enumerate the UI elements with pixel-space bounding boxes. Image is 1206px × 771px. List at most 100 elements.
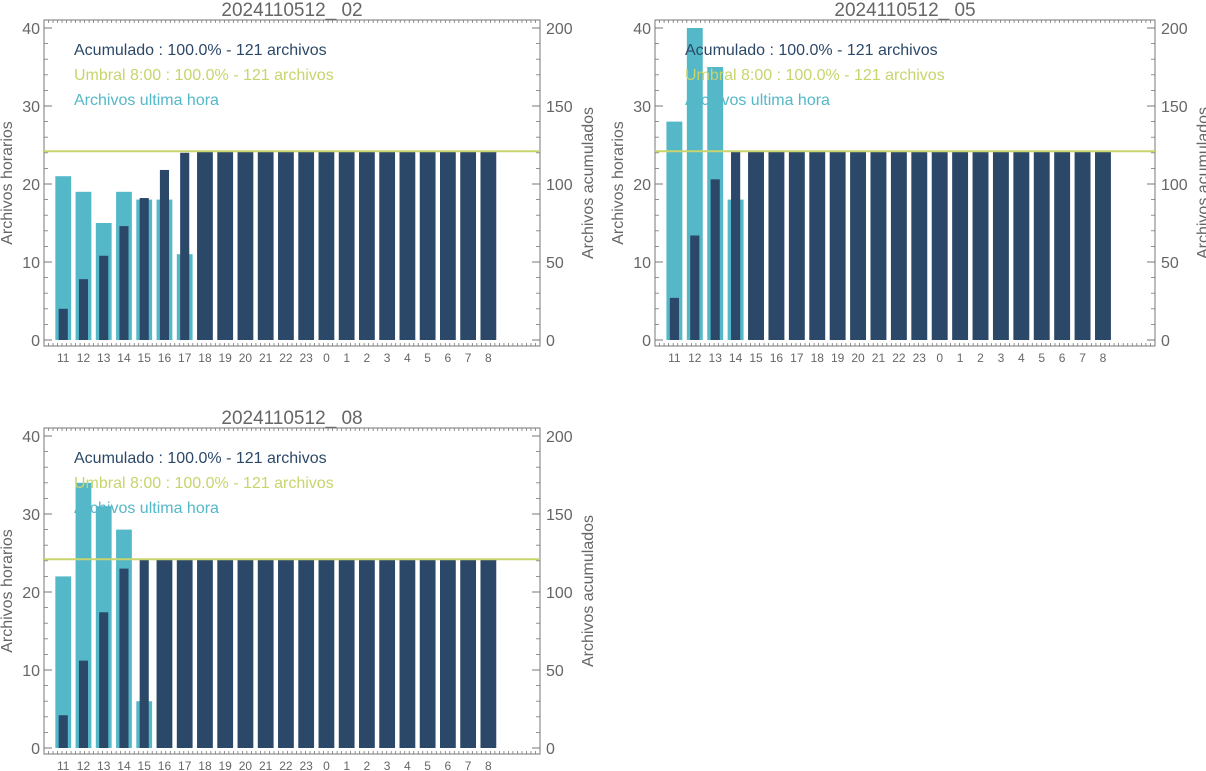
bar-cumulative: [197, 559, 213, 748]
y2-tick-label: 100: [1161, 177, 1188, 194]
x-tick-label: 19: [219, 759, 233, 771]
bar-cumulative: [731, 151, 741, 340]
bar-cumulative: [58, 308, 68, 340]
y2-axis-label: Archivos acumulados: [580, 515, 597, 667]
x-tick-label: 15: [138, 759, 152, 771]
x-tick-label: 20: [239, 759, 253, 771]
bar-cumulative: [788, 151, 805, 340]
bar-cumulative: [399, 151, 416, 340]
y-tick-label: 30: [22, 99, 40, 116]
bar-cumulative: [669, 297, 679, 340]
bar-cumulative: [119, 568, 129, 748]
bar-cumulative: [992, 151, 1009, 340]
bar-cumulative: [850, 151, 867, 340]
y-tick-label: 10: [633, 255, 651, 272]
bar-cumulative: [58, 715, 68, 748]
bar-cumulative: [379, 151, 396, 340]
bar-cumulative: [710, 179, 720, 340]
y2-tick-label: 200: [1161, 21, 1188, 38]
bar-cumulative: [359, 151, 375, 340]
x-tick-label: 1: [957, 351, 964, 365]
x-tick-label: 11: [57, 351, 70, 365]
y-tick-label: 0: [31, 333, 40, 350]
bar-cumulative: [419, 559, 436, 748]
x-tick-label: 0: [323, 759, 330, 771]
x-tick-label: 14: [729, 351, 743, 365]
x-tick-label: 8: [485, 351, 492, 365]
x-tick-label: 12: [688, 351, 702, 365]
bar-cumulative: [460, 151, 477, 340]
y2-tick-label: 150: [546, 99, 573, 116]
bar-cumulative: [768, 151, 785, 340]
x-tick-label: 20: [851, 351, 865, 365]
bar-cumulative: [419, 151, 436, 340]
y2-tick-label: 0: [1161, 333, 1170, 350]
bar-cumulative: [1074, 151, 1091, 340]
x-tick-label: 6: [1059, 351, 1066, 365]
bar-cumulative: [1033, 151, 1050, 340]
x-tick-label: 23: [299, 759, 313, 771]
y-tick-label: 30: [22, 507, 40, 524]
bar-cumulative: [870, 151, 887, 340]
x-tick-label: 4: [404, 351, 411, 365]
bar-cumulative: [1013, 151, 1030, 340]
legend-entry: Acumulado : 100.0% - 121 archivos: [74, 450, 327, 467]
y-tick-label: 20: [633, 177, 651, 194]
bar-cumulative: [911, 151, 928, 340]
x-tick-label: 8: [1100, 351, 1107, 365]
bar-cumulative: [99, 612, 109, 748]
y2-axis-label: Archivos acumulados: [1195, 107, 1206, 259]
x-tick-label: 20: [239, 351, 253, 365]
y-tick-label: 10: [22, 255, 40, 272]
bar-cumulative: [379, 559, 396, 748]
y-axis-label: Archivos horarios: [0, 121, 16, 245]
x-tick-label: 17: [790, 351, 804, 365]
y-tick-label: 20: [22, 585, 40, 602]
bar-cumulative: [197, 151, 213, 340]
bar-cumulative: [318, 151, 335, 340]
x-tick-label: 6: [445, 351, 452, 365]
x-tick-label: 13: [709, 351, 723, 365]
bar-cumulative: [480, 151, 497, 340]
chart-title: 2024110512_ 08: [221, 408, 362, 429]
y2-tick-label: 200: [546, 21, 573, 38]
bar-cumulative: [690, 235, 700, 340]
bar-cumulative: [829, 151, 846, 340]
bar-cumulative: [1095, 151, 1111, 340]
y-tick-label: 40: [22, 429, 40, 446]
x-tick-label: 17: [178, 351, 192, 365]
y2-tick-label: 150: [1161, 99, 1188, 116]
x-tick-label: 13: [97, 351, 111, 365]
legend-entry: Umbral 8:00 : 100.0% - 121 archivos: [685, 67, 945, 84]
y2-tick-label: 200: [546, 429, 573, 446]
x-tick-label: 2: [364, 351, 371, 365]
bar-cumulative: [318, 559, 335, 748]
bar-cumulative: [78, 279, 89, 340]
bar-cumulative: [952, 151, 969, 340]
x-tick-label: 14: [117, 351, 131, 365]
x-tick-label: 3: [384, 351, 391, 365]
bar-cumulative: [1054, 151, 1071, 340]
x-tick-label: 17: [178, 759, 192, 771]
bar-cumulative: [139, 198, 149, 340]
bar-hourly: [55, 176, 72, 340]
y-tick-label: 40: [633, 21, 651, 38]
x-tick-label: 16: [158, 759, 172, 771]
bar-hourly: [55, 576, 72, 748]
y2-tick-label: 150: [546, 507, 573, 524]
bar-cumulative: [156, 559, 173, 748]
bar-cumulative: [931, 151, 948, 340]
x-tick-label: 8: [485, 759, 492, 771]
bar-cumulative: [278, 559, 294, 748]
x-tick-label: 22: [279, 759, 293, 771]
bar-cumulative: [78, 660, 89, 748]
chart-panel: 2024110512_ 05010203040050100150200Archi…: [610, 0, 1206, 365]
x-tick-label: 1: [343, 759, 350, 771]
chart-title: 2024110512_ 05: [834, 0, 975, 21]
x-tick-label: 7: [465, 759, 472, 771]
x-tick-label: 19: [219, 351, 233, 365]
x-tick-label: 11: [57, 759, 70, 771]
y-axis-label: Archivos horarios: [610, 121, 627, 245]
x-tick-label: 15: [138, 351, 152, 365]
bar-cumulative: [748, 151, 764, 340]
